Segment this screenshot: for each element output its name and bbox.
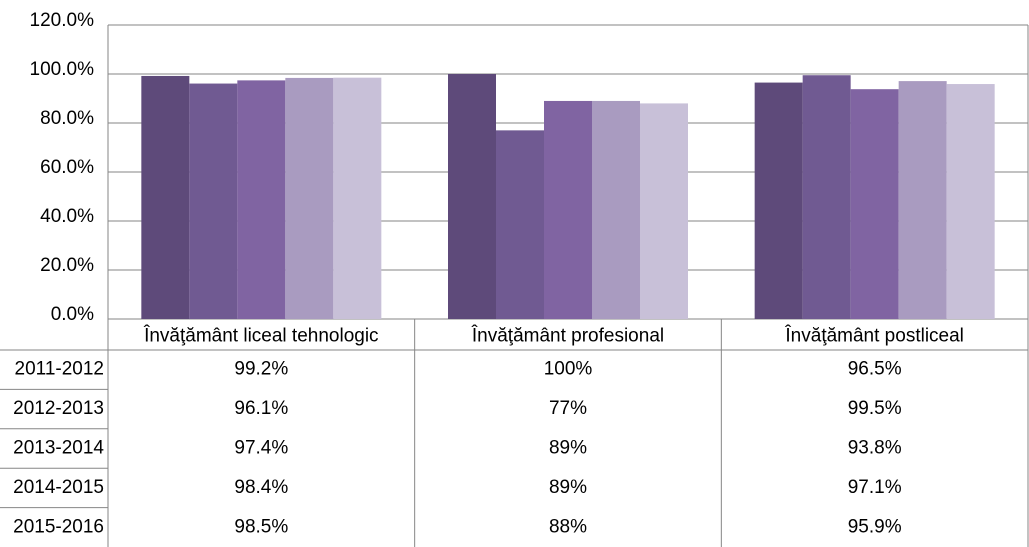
bar bbox=[802, 75, 851, 319]
y-tick-label: 40.0% bbox=[40, 206, 94, 227]
table-cell: 99.2% bbox=[234, 359, 288, 380]
table-cell: 99.5% bbox=[848, 398, 902, 419]
bar bbox=[496, 130, 544, 319]
table-cell: 95.9% bbox=[848, 516, 902, 537]
bar bbox=[141, 75, 190, 320]
bar bbox=[448, 74, 496, 319]
table-cell: 89% bbox=[549, 438, 587, 459]
bar bbox=[640, 103, 688, 320]
table-cell: 77% bbox=[549, 398, 587, 419]
bar bbox=[898, 81, 947, 319]
y-tick-label: 0.0% bbox=[51, 304, 94, 325]
table-cell: 96.1% bbox=[234, 398, 288, 419]
row-label: 2012-2013 bbox=[13, 398, 104, 419]
row-label: 2015-2016 bbox=[13, 516, 104, 537]
table-cell: 96.5% bbox=[848, 359, 902, 380]
row-label: 2013-2014 bbox=[13, 438, 104, 459]
table-cell: 97.4% bbox=[234, 438, 288, 459]
bar bbox=[754, 82, 803, 319]
bar bbox=[189, 83, 238, 320]
y-tick-label: 100.0% bbox=[30, 59, 95, 80]
table-header: Învăţământ postliceal bbox=[784, 325, 964, 347]
row-label: 2014-2015 bbox=[13, 477, 104, 498]
y-tick-label: 80.0% bbox=[40, 108, 94, 129]
bar bbox=[544, 100, 592, 319]
bar bbox=[237, 80, 286, 320]
table-cell: 89% bbox=[549, 477, 587, 498]
table-cell: 88% bbox=[549, 516, 587, 537]
bar bbox=[333, 77, 382, 319]
bar bbox=[850, 89, 899, 319]
table-cell: 93.8% bbox=[848, 438, 902, 459]
table-cell: 97.1% bbox=[848, 477, 902, 498]
table-header: Învăţământ liceal tehnologic bbox=[143, 325, 378, 347]
bar bbox=[285, 77, 334, 319]
y-tick-label: 20.0% bbox=[40, 255, 94, 276]
row-label: 2011-2012 bbox=[15, 359, 104, 380]
table-cell: 98.5% bbox=[234, 516, 288, 537]
table-header: Învăţământ profesional bbox=[471, 325, 664, 347]
y-tick-label: 60.0% bbox=[40, 157, 94, 178]
bar bbox=[592, 100, 640, 319]
table-cell: 100% bbox=[544, 359, 593, 380]
y-tick-label: 120.0% bbox=[30, 10, 95, 31]
bar bbox=[946, 84, 995, 319]
table-cell: 98.4% bbox=[234, 477, 288, 498]
